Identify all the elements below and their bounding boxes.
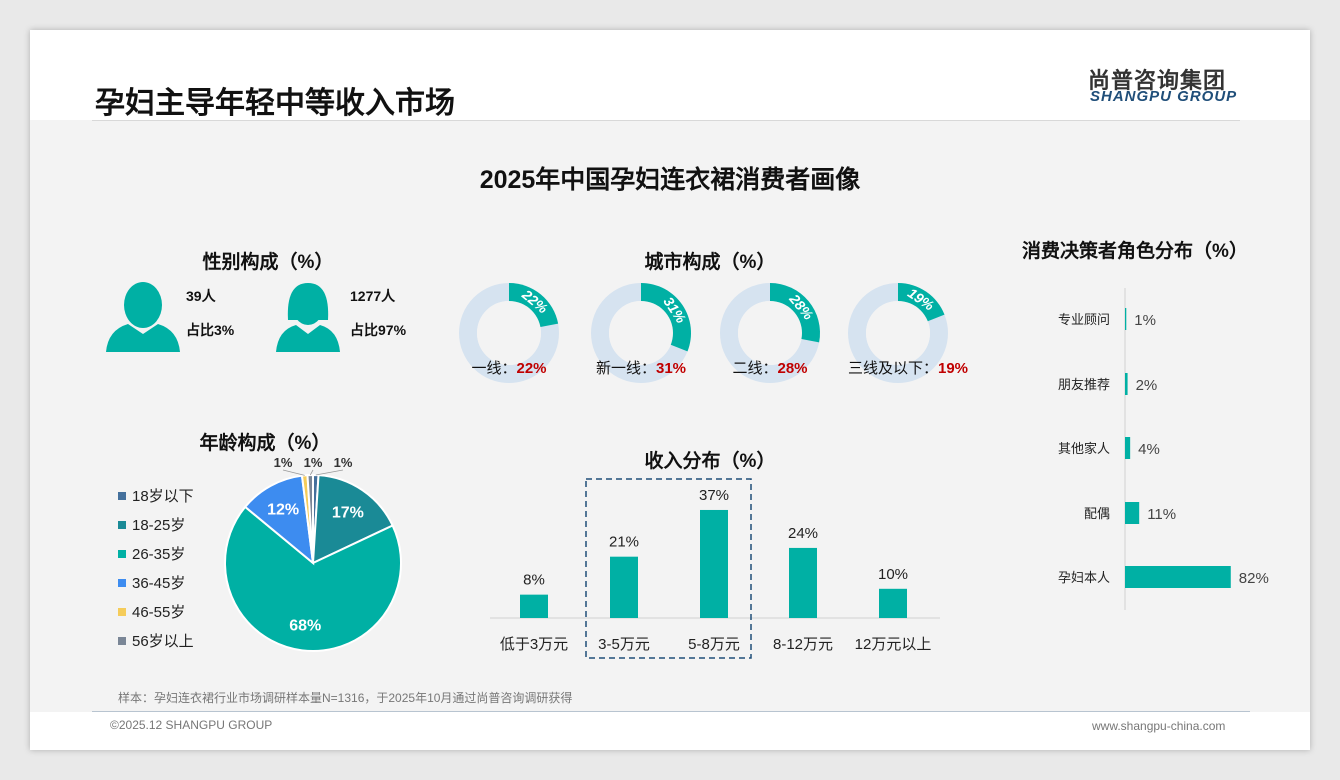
income-bar (610, 556, 638, 618)
role-bar (1125, 308, 1127, 330)
pie-slice (306, 473, 314, 564)
legend-label: 46-55岁 (132, 604, 186, 621)
city-value: 31% (655, 360, 687, 377)
role-value-label: 4% (1138, 441, 1160, 458)
page-title: 孕妇主导年轻中等收入市场 (95, 87, 455, 120)
legend-item: 36-45岁 (118, 568, 194, 597)
divider (92, 120, 1240, 121)
donut-hole (477, 301, 541, 365)
role-bar (1125, 502, 1140, 524)
legend-swatch (118, 491, 126, 500)
legend-swatch (118, 578, 126, 587)
age-legend: 18岁以下 18-25岁 26-35岁 36-45岁 46-55岁 56岁以上 (118, 481, 194, 655)
income-title: 收入分布（%） (644, 451, 776, 472)
main-title: 2025年中国孕妇连衣裙消费者画像 (479, 166, 861, 194)
legend-swatch (118, 549, 126, 558)
legend-label: 18-25岁 (132, 517, 186, 534)
gender-title: 性别构成（%） (202, 252, 334, 273)
copyright: ©2025.12 SHANGPU GROUP (110, 718, 273, 732)
city-name: 三线及以下： (847, 360, 938, 377)
city-name: 二线： (732, 360, 778, 377)
income-category-label: 低于3万元 (500, 636, 568, 653)
income-category-label: 8-12万元 (773, 636, 833, 653)
income-category-label: 3-5万元 (598, 636, 650, 653)
pie-slice (311, 474, 394, 565)
pie-leader-line (315, 469, 344, 476)
male-count: 39人 (186, 288, 216, 304)
legend-item: 18-25岁 (118, 510, 194, 539)
role-category-label: 其他家人 (1058, 441, 1110, 456)
pie-value-label: 1% (274, 455, 293, 470)
income-value-label: 24% (788, 525, 818, 542)
income-bar (520, 594, 548, 618)
role-category-label: 配偶 (1084, 506, 1110, 521)
city-name: 一线： (471, 360, 517, 377)
role-value-label: 1% (1134, 312, 1156, 329)
logo-cn: 尚普咨询集团 (1088, 68, 1227, 93)
city-label: 三线及以下：19% (848, 357, 968, 378)
city-label: 新一线：31% (596, 357, 686, 378)
donut-hole (866, 301, 930, 365)
pie-leader-line (309, 469, 314, 476)
female-count: 1277人 (350, 288, 396, 304)
pie-leader-line (282, 469, 305, 476)
pie-value-label: 17% (332, 505, 364, 522)
income-category-label: 12万元以上 (855, 636, 932, 653)
role-bar (1125, 437, 1131, 459)
donut-hole (738, 301, 802, 365)
logo-en: SHANGPU GROUP (1090, 88, 1238, 105)
website-url: www.shangpu-china.com (1092, 719, 1226, 733)
city-value: 28% (777, 360, 808, 377)
male-share: 占比3% (186, 322, 235, 338)
pie-value-label: 1% (334, 455, 353, 470)
legend-item: 26-35岁 (118, 539, 194, 568)
role-bar (1125, 566, 1231, 588)
pie-value-label: 12% (267, 502, 299, 519)
role-title: 消费决策者角色分布（%） (1022, 241, 1248, 262)
city-title: 城市构成（%） (644, 252, 776, 273)
legend-label: 26-35岁 (132, 546, 186, 563)
legend-label: 18岁以下 (132, 488, 194, 505)
income-category-label: 5-8万元 (688, 636, 740, 653)
legend-swatch (118, 636, 126, 645)
legend-label: 36-45岁 (132, 575, 186, 592)
pie-slice (243, 474, 315, 566)
income-value-label: 8% (523, 572, 545, 589)
legend-label: 56岁以上 (132, 633, 194, 650)
role-bar (1125, 373, 1128, 395)
pie-value-label: 1% (304, 455, 323, 470)
role-category-label: 孕妇本人 (1058, 570, 1110, 585)
city-value: 19% (937, 360, 969, 377)
female-share: 占比97% (350, 322, 407, 338)
income-value-label: 10% (878, 566, 908, 583)
sample-note: 样本：孕妇连衣裙行业市场调研样本量N=1316，于2025年10月通过尚普咨询调… (118, 691, 573, 705)
age-title: 年龄构成（%） (199, 433, 331, 454)
role-value-label: 2% (1136, 377, 1158, 394)
income-value-label: 37% (699, 487, 729, 504)
role-category-label: 朋友推荐 (1058, 377, 1110, 392)
legend-item: 18岁以下 (118, 481, 194, 510)
pie-slice (224, 505, 402, 652)
highlight-box (585, 478, 752, 659)
city-label: 二线：28% (732, 357, 807, 378)
city-label: 一线：22% (471, 357, 546, 378)
city-name: 新一线： (595, 360, 656, 377)
pie-value-label: 68% (289, 618, 321, 635)
income-bar (789, 547, 817, 618)
role-category-label: 专业顾问 (1058, 312, 1110, 327)
footer-divider (92, 711, 1250, 712)
legend-item: 56岁以上 (118, 626, 194, 655)
role-value-label: 11% (1147, 506, 1176, 523)
legend-item: 46-55岁 (118, 597, 194, 626)
income-value-label: 21% (609, 534, 639, 551)
income-bar (700, 509, 728, 618)
income-bar (879, 588, 907, 618)
city-value: 22% (516, 360, 547, 377)
legend-swatch (118, 520, 126, 529)
role-value-label: 82% (1239, 570, 1269, 587)
donut-hole (609, 301, 673, 365)
legend-swatch (118, 607, 126, 616)
